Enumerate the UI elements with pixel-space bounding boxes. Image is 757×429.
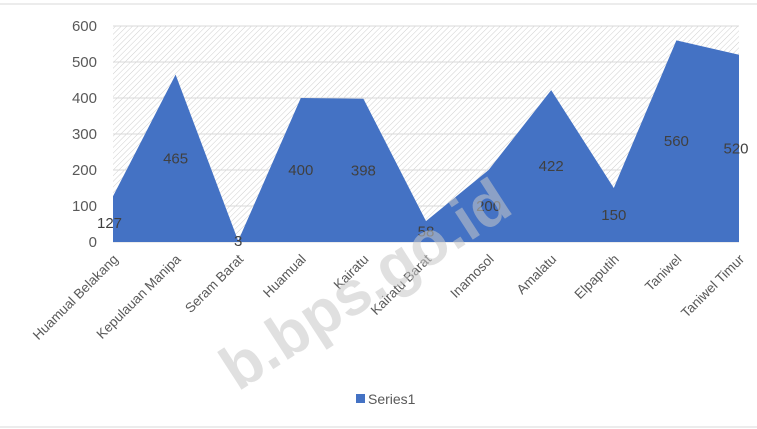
data-label: 398 (351, 162, 376, 179)
y-tick-label: 100 (72, 198, 97, 215)
legend: Series1 (356, 391, 416, 407)
x-tick-label: Taniwel Timur (678, 251, 747, 320)
x-tick-label: Elpaputih (572, 252, 622, 302)
legend-label-series1: Series1 (368, 391, 416, 407)
x-tick-label: Seram Barat (182, 251, 246, 315)
data-labels: 127 465 3 400 398 58 200 422 150 560 520 (97, 133, 749, 250)
data-label: 3 (234, 233, 242, 250)
data-label: 58 (418, 224, 435, 241)
y-tick-label: 400 (72, 90, 97, 107)
x-tick-label: Amalatu (514, 252, 560, 298)
y-axis-ticks: 0 100 200 300 400 500 600 (72, 18, 97, 251)
legend-swatch-series1 (356, 394, 365, 403)
series1-area (113, 40, 739, 243)
y-tick-label: 0 (89, 234, 97, 251)
y-tick-label: 200 (72, 162, 97, 179)
data-label: 422 (539, 158, 564, 175)
data-label: 400 (288, 162, 313, 179)
y-tick-label: 600 (72, 18, 97, 35)
y-tick-label: 300 (72, 126, 97, 143)
data-label: 465 (163, 150, 188, 167)
data-label: 200 (476, 198, 501, 215)
data-label: 520 (723, 140, 748, 157)
x-tick-label: Taniwel (642, 252, 684, 294)
data-label: 560 (664, 133, 689, 150)
y-tick-label: 500 (72, 54, 97, 71)
data-label: 127 (97, 215, 122, 232)
data-label: 150 (601, 207, 626, 224)
